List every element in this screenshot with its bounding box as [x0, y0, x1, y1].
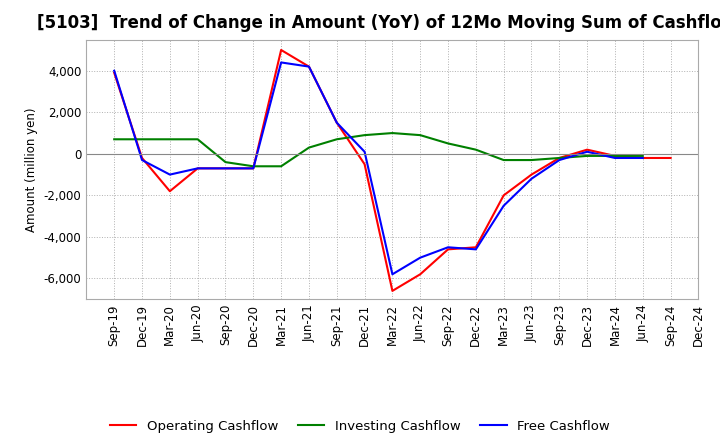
Investing Cashflow — [249, 164, 258, 169]
Free Cashflow — [166, 172, 174, 177]
Title: [5103]  Trend of Change in Amount (YoY) of 12Mo Moving Sum of Cashflows: [5103] Trend of Change in Amount (YoY) o… — [37, 15, 720, 33]
Free Cashflow — [249, 166, 258, 171]
Operating Cashflow — [305, 64, 313, 69]
Operating Cashflow — [444, 247, 452, 252]
Operating Cashflow — [333, 120, 341, 125]
Operating Cashflow — [527, 172, 536, 177]
Investing Cashflow — [305, 145, 313, 150]
Operating Cashflow — [276, 48, 285, 53]
Investing Cashflow — [444, 141, 452, 146]
Operating Cashflow — [166, 189, 174, 194]
Line: Free Cashflow: Free Cashflow — [114, 62, 643, 274]
Free Cashflow — [138, 158, 146, 163]
Free Cashflow — [611, 155, 619, 161]
Investing Cashflow — [194, 137, 202, 142]
Line: Investing Cashflow: Investing Cashflow — [114, 133, 643, 166]
Free Cashflow — [360, 149, 369, 154]
Legend: Operating Cashflow, Investing Cashflow, Free Cashflow: Operating Cashflow, Investing Cashflow, … — [104, 414, 616, 438]
Investing Cashflow — [472, 147, 480, 152]
Operating Cashflow — [110, 70, 119, 76]
Investing Cashflow — [500, 158, 508, 163]
Investing Cashflow — [582, 153, 591, 158]
Operating Cashflow — [666, 155, 675, 161]
Free Cashflow — [555, 158, 564, 163]
Operating Cashflow — [582, 147, 591, 152]
Operating Cashflow — [388, 288, 397, 293]
Operating Cashflow — [639, 155, 647, 161]
Free Cashflow — [444, 245, 452, 250]
Free Cashflow — [333, 120, 341, 125]
Investing Cashflow — [221, 159, 230, 165]
Operating Cashflow — [194, 166, 202, 171]
Investing Cashflow — [360, 132, 369, 138]
Free Cashflow — [472, 247, 480, 252]
Operating Cashflow — [472, 245, 480, 250]
Free Cashflow — [305, 64, 313, 69]
Operating Cashflow — [221, 166, 230, 171]
Free Cashflow — [500, 203, 508, 209]
Operating Cashflow — [416, 271, 425, 277]
Line: Operating Cashflow: Operating Cashflow — [114, 50, 670, 291]
Operating Cashflow — [138, 155, 146, 161]
Investing Cashflow — [416, 132, 425, 138]
Free Cashflow — [527, 176, 536, 181]
Y-axis label: Amount (million yen): Amount (million yen) — [25, 107, 38, 231]
Free Cashflow — [110, 68, 119, 73]
Free Cashflow — [194, 166, 202, 171]
Investing Cashflow — [166, 137, 174, 142]
Free Cashflow — [388, 271, 397, 277]
Investing Cashflow — [110, 137, 119, 142]
Investing Cashflow — [276, 164, 285, 169]
Operating Cashflow — [500, 193, 508, 198]
Operating Cashflow — [611, 153, 619, 158]
Investing Cashflow — [138, 137, 146, 142]
Operating Cashflow — [360, 161, 369, 167]
Free Cashflow — [416, 255, 425, 260]
Investing Cashflow — [333, 137, 341, 142]
Free Cashflow — [276, 60, 285, 65]
Free Cashflow — [582, 149, 591, 154]
Free Cashflow — [221, 166, 230, 171]
Investing Cashflow — [611, 153, 619, 158]
Investing Cashflow — [527, 158, 536, 163]
Operating Cashflow — [555, 155, 564, 161]
Operating Cashflow — [249, 166, 258, 171]
Investing Cashflow — [639, 153, 647, 158]
Free Cashflow — [639, 155, 647, 161]
Investing Cashflow — [388, 130, 397, 136]
Investing Cashflow — [555, 155, 564, 161]
